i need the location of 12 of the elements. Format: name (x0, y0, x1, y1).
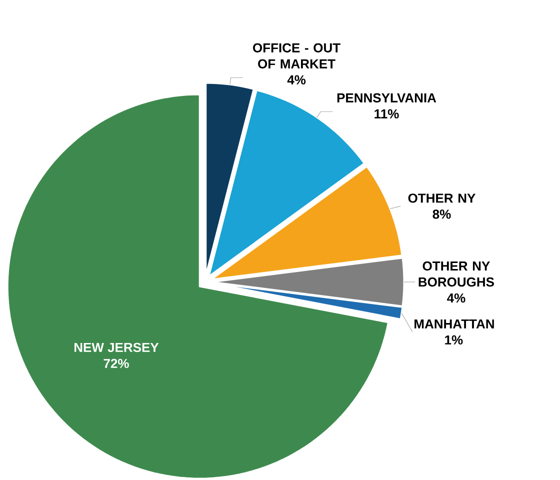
data-label: 72% (104, 358, 129, 368)
data-label: 11% (374, 109, 399, 118)
slice-label: OTHER NY (408, 194, 476, 203)
data-label: 4% (447, 293, 466, 303)
slice-label: OTHER NY BOROUGHS (418, 261, 494, 287)
data-label: 8% (432, 210, 451, 219)
slice-label: MANHATTAN (414, 319, 494, 328)
slice-label: NEW JERSEY (74, 342, 159, 352)
data-label: 1% (445, 335, 463, 345)
slice-label: PENNSYLVANIA (337, 93, 436, 102)
data-label: 4% (287, 75, 306, 84)
slice-label: OFFICE - OUT OF MARKET (253, 43, 340, 68)
